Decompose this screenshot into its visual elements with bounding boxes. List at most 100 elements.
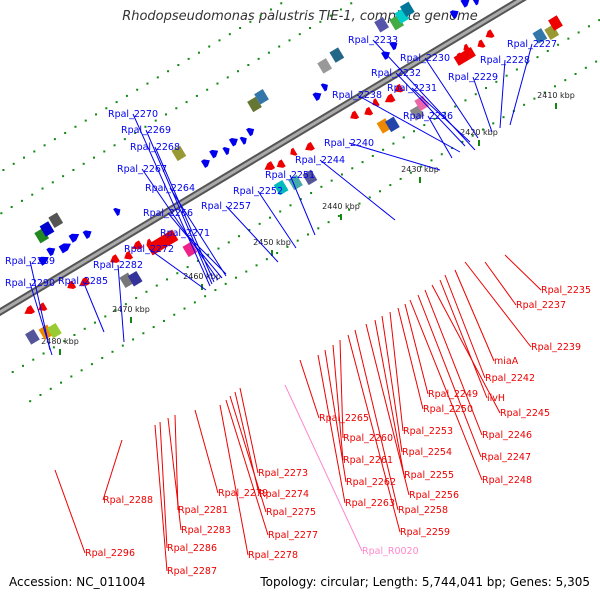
track-dot-3	[595, 60, 598, 63]
feature-tile-reverse	[414, 95, 430, 112]
track-dot-3	[80, 369, 83, 372]
track-dot-2	[423, 124, 426, 127]
forward-gene-label-leader	[472, 76, 493, 133]
track-dot-1	[154, 119, 157, 122]
track-dot-3	[111, 350, 114, 353]
track-dot-0	[115, 101, 118, 104]
reverse-gene-label: Rpal_2296	[85, 548, 135, 559]
track-dot-3	[348, 208, 351, 211]
track-dot-3	[337, 214, 340, 217]
track-dot-3	[276, 252, 279, 255]
reverse-gene-label: Rpal_2248	[482, 475, 532, 486]
forward-gene-arrow	[312, 92, 322, 102]
track-dot-0	[33, 150, 36, 153]
track-dot-2	[11, 371, 14, 374]
forward-gene-arrow	[58, 243, 72, 254]
reverse-gene-label-leader	[229, 395, 267, 513]
reverse-gene-arrow	[67, 280, 77, 289]
track-dot-1	[82, 162, 85, 165]
reverse-gene-arrow	[384, 93, 396, 103]
reverse-gene-label: Rpal_2245	[500, 408, 550, 419]
track-dot-3	[358, 202, 361, 205]
track-dot-3	[49, 387, 52, 390]
forward-gene-label-leader	[132, 113, 211, 287]
reverse-gene-label: Rpal_2286	[167, 543, 217, 554]
forward-gene-label-leader	[289, 174, 316, 236]
reverse-gene-label: Rpal_2253	[403, 426, 453, 437]
track-dot-2	[464, 99, 467, 102]
reverse-gene-label-leader	[102, 439, 123, 501]
reverse-gene-label-leader	[159, 421, 168, 549]
feature-tile-reverse	[409, 105, 425, 121]
forward-gene-arrow	[113, 207, 121, 216]
track-dot-1	[51, 181, 54, 184]
track-dot-1	[72, 168, 75, 171]
track-dot-1	[247, 64, 250, 67]
track-dot-3	[584, 66, 587, 69]
kbp-tick-label: 2450 kbp	[253, 238, 291, 247]
track-dot-2	[32, 358, 35, 361]
forward-gene-label: Rpal_2267	[117, 164, 167, 175]
track-dot-2	[238, 235, 241, 238]
forward-gene-label: Rpal_2272	[124, 244, 174, 255]
track-dot-3	[29, 400, 32, 403]
track-dot-2	[186, 266, 189, 269]
track-dot-1	[134, 131, 137, 134]
reverse-gene-label: Rpal_2262	[346, 477, 396, 488]
reverse-gene-arrow	[394, 83, 404, 93]
track-dot-1	[62, 175, 65, 178]
forward-gene-label-leader	[427, 115, 453, 159]
track-dot-2	[207, 253, 210, 256]
track-dot-1	[113, 144, 116, 147]
reverse-gene-label-leader	[339, 339, 344, 439]
feature-tile-forward	[329, 47, 345, 63]
forward-gene-label: Rpal_2252	[233, 186, 283, 197]
track-dot-3	[471, 134, 474, 137]
track-dot-1	[41, 187, 44, 190]
track-dot-0	[146, 82, 149, 85]
track-dot-3	[214, 289, 217, 292]
track-dot-3	[523, 103, 526, 106]
track-dot-2	[433, 117, 436, 120]
track-dot-3	[132, 338, 135, 341]
track-dot-2	[94, 321, 97, 324]
feature-tile-reverse	[273, 179, 289, 196]
track-dot-3	[317, 227, 320, 230]
track-dot-2	[402, 136, 405, 139]
track-dot-0	[280, 2, 283, 5]
forward-gene-label: Rpal_2240	[324, 138, 374, 149]
track-dot-2	[443, 111, 446, 114]
track-dot-0	[53, 138, 56, 141]
track-dot-0	[269, 8, 272, 11]
forward-gene-label: Rpal_2251	[265, 170, 315, 181]
track-dot-2	[176, 272, 179, 275]
forward-gene-label-leader	[29, 260, 51, 351]
reverse-gene-label-leader	[354, 329, 399, 511]
forward-gene-label: Rpal_2290	[5, 278, 55, 289]
forward-gene-arrow	[200, 159, 210, 168]
reverse-gene-label: Rpal_2235	[541, 285, 591, 296]
reverse-gene-label-leader	[417, 294, 482, 458]
track-dot-0	[74, 125, 77, 128]
track-dot-0	[2, 168, 5, 171]
reverse-gene-label: Rpal_2265	[319, 413, 369, 424]
track-dot-0	[249, 20, 252, 23]
forward-gene-arrow	[82, 230, 92, 239]
reverse-gene-label-leader	[439, 279, 488, 399]
feature-tile-forward	[374, 17, 389, 33]
reverse-gene-label-leader	[397, 307, 424, 410]
track-dot-0	[218, 39, 221, 42]
track-dot-3	[327, 221, 330, 224]
reverse-gene-label: Rpal_2247	[481, 452, 531, 463]
kbp-tick-label: 2410 kbp	[537, 91, 575, 100]
feature-tile-forward	[399, 1, 415, 18]
feature-tile-forward	[34, 227, 50, 244]
forward-gene-label-leader	[424, 57, 479, 139]
reverse-gene-label: Rpal_2278	[248, 550, 298, 561]
reverse-gene-label-leader	[381, 315, 403, 453]
feature-tile-forward	[39, 221, 55, 237]
track-dot-1	[267, 51, 270, 54]
track-dot-2	[587, 25, 590, 28]
track-dot-3	[286, 245, 289, 248]
reverse-gene-label-leader	[154, 424, 168, 572]
